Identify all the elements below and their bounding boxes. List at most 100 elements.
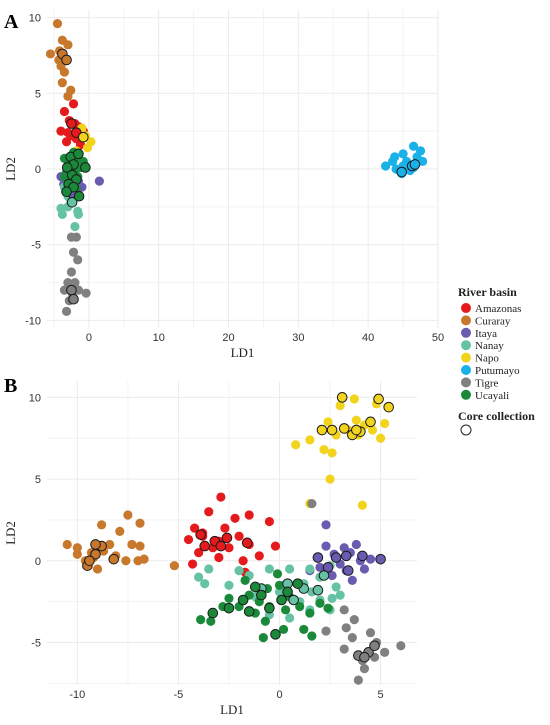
core-collection-point: [195, 529, 206, 540]
core-collection-point: [270, 629, 281, 640]
legend-label: Curaray: [475, 315, 511, 327]
data-point: [258, 633, 268, 643]
y-tick-label: 5: [35, 88, 41, 100]
data-point: [264, 516, 275, 527]
data-point: [381, 161, 391, 171]
legend-label: Ucayali: [475, 390, 509, 402]
core-collection-point: [340, 550, 352, 562]
core-collection-point: [61, 54, 72, 66]
data-point: [72, 549, 82, 559]
data-point: [321, 541, 331, 551]
y-tick-label: 0: [35, 556, 41, 568]
data-point: [194, 548, 204, 558]
core-collection-point: [288, 594, 299, 606]
data-point: [274, 580, 285, 590]
data-point: [349, 615, 359, 625]
data-point: [357, 500, 368, 510]
data-point: [305, 608, 315, 618]
data-point: [139, 554, 149, 564]
data-point: [224, 543, 234, 553]
data-point: [380, 418, 390, 429]
data-point: [220, 523, 230, 533]
core-collection-point: [373, 393, 384, 405]
legend-label: Nanay: [475, 340, 504, 352]
core-collection-point: [396, 166, 407, 178]
core-collection-point: [316, 424, 328, 436]
data-point: [349, 394, 359, 404]
core-collection-point: [282, 586, 293, 598]
core-collection-point: [359, 651, 370, 663]
data-point: [315, 598, 325, 608]
legend-swatch: [461, 340, 471, 351]
y-tick-label: 5: [35, 474, 41, 486]
data-point: [105, 539, 115, 550]
x-tick-label: 5: [378, 689, 384, 701]
core-collection-point: [256, 589, 267, 601]
data-point: [396, 641, 406, 651]
data-point: [254, 551, 264, 561]
data-point: [73, 255, 83, 265]
core-collection-point: [330, 552, 342, 563]
x-axis-label: LD1: [231, 345, 255, 360]
data-point: [244, 510, 254, 520]
data-point: [204, 564, 214, 574]
core-collection-point: [84, 555, 95, 567]
data-point: [347, 575, 357, 585]
legend-title: River basin: [458, 285, 517, 299]
data-point: [398, 149, 408, 159]
legend: River basin AmazonasCurarayItayaNanayNap…: [458, 285, 535, 436]
data-point: [59, 106, 70, 117]
data-point: [234, 531, 244, 541]
x-tick-label: 40: [362, 332, 374, 344]
legend-swatch: [461, 365, 471, 375]
data-point: [70, 221, 80, 232]
data-point: [341, 623, 351, 633]
core-collection-point: [61, 162, 73, 173]
data-point: [230, 513, 240, 523]
core-collection-point: [409, 159, 421, 170]
core-collection-point: [264, 602, 275, 614]
legend-label: Putumayo: [475, 365, 520, 377]
data-point: [94, 176, 104, 186]
data-point: [71, 232, 81, 242]
data-point: [216, 492, 226, 502]
data-point: [315, 562, 325, 572]
data-point: [92, 564, 103, 574]
data-point: [81, 288, 91, 298]
data-point: [200, 579, 210, 589]
y-tick-label: -5: [31, 638, 41, 650]
data-point: [121, 556, 131, 566]
core-collection-point: [66, 118, 77, 129]
core-collection-point: [351, 424, 362, 436]
core-collection-point: [215, 540, 227, 552]
data-point: [260, 616, 270, 626]
core-collection-point: [68, 293, 79, 305]
core-collection-point: [383, 401, 394, 413]
core-collection-point: [66, 197, 78, 208]
y-tick-label: -5: [31, 240, 41, 252]
data-point: [321, 626, 331, 636]
data-point: [325, 474, 335, 484]
data-point: [238, 556, 248, 566]
core-collection-point: [369, 640, 380, 652]
data-point: [359, 664, 370, 674]
data-point: [327, 448, 337, 458]
y-tick-label: -10: [25, 315, 41, 327]
data-point: [335, 590, 345, 600]
core-collection-point: [199, 540, 211, 552]
y-tick-label: 10: [29, 392, 41, 404]
data-point: [390, 152, 400, 162]
data-point: [365, 628, 376, 638]
data-point: [240, 575, 250, 585]
panel-b-plot: -10 -5 0 5 -5 0 5 10 LD1 LD2: [3, 381, 417, 717]
data-point: [70, 277, 80, 288]
data-point: [319, 445, 329, 455]
data-point: [62, 539, 72, 550]
data-point: [278, 624, 289, 635]
data-point: [57, 78, 67, 88]
legend-label: Itaya: [475, 328, 497, 340]
data-point: [56, 126, 66, 136]
data-point: [323, 417, 333, 427]
data-point: [63, 277, 73, 288]
data-point: [194, 572, 204, 582]
